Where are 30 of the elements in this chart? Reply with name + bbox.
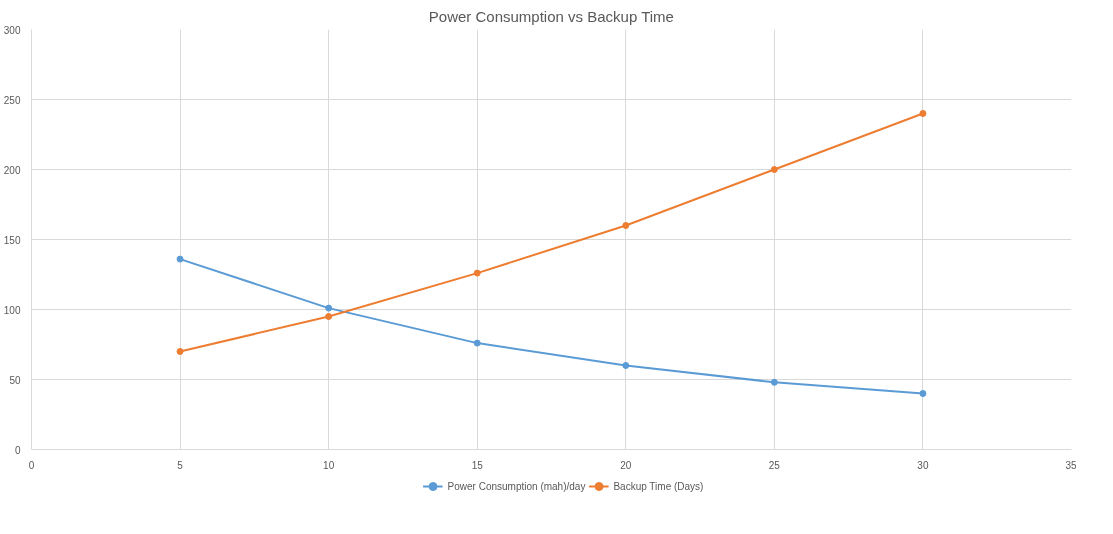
point	[919, 390, 927, 397]
point	[473, 269, 481, 277]
legend-label: Power Consumption (mah)/day	[447, 480, 586, 492]
x-tick-label: 15	[471, 459, 484, 471]
point	[325, 313, 333, 320]
point	[622, 222, 630, 229]
point	[770, 166, 778, 173]
x-tick-label: 20	[620, 459, 632, 471]
y-tick-label: 150	[3, 234, 21, 246]
point	[622, 362, 630, 369]
y-tick-label: 0	[14, 444, 21, 456]
legend-label: Backup Time (Days)	[613, 480, 704, 492]
point	[919, 110, 927, 117]
x-tick-label: 10	[323, 459, 335, 471]
y-tick-label: 100	[3, 304, 21, 316]
x-tick-label: 25	[768, 459, 781, 471]
x-tick-label: 5	[177, 459, 184, 471]
x-tick-label: 35	[1065, 459, 1077, 471]
point	[176, 255, 184, 263]
x-tick-label: 30	[917, 459, 929, 471]
chart-title: Power Consumption vs Backup Time	[428, 7, 674, 25]
point	[176, 348, 184, 355]
point	[770, 378, 778, 386]
point	[325, 304, 333, 312]
x-tick-label: 0	[28, 459, 35, 471]
y-tick-label: 200	[3, 164, 21, 176]
y-tick-label: 50	[9, 374, 21, 386]
y-tick-label: 300	[3, 24, 21, 36]
y-tick-label: 250	[3, 94, 21, 106]
point	[473, 339, 481, 347]
